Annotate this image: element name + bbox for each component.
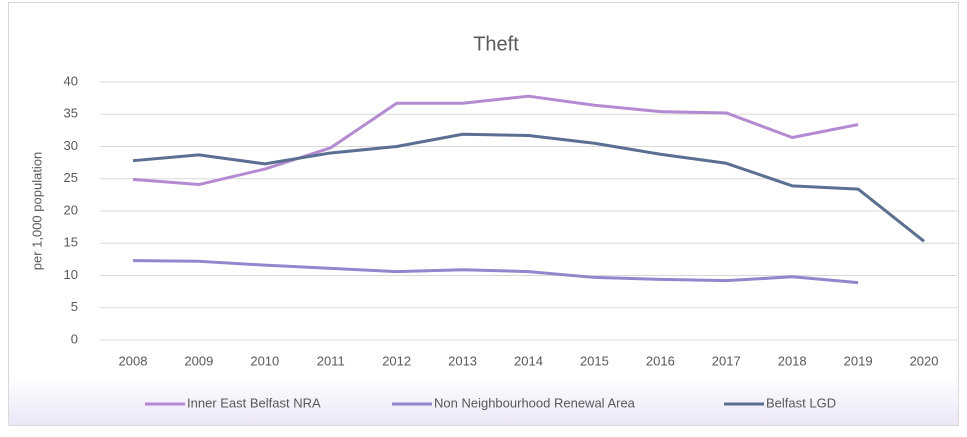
y-tick-label: 15	[64, 235, 78, 250]
x-tick-label: 2020	[910, 353, 939, 368]
y-tick-label: 30	[64, 138, 78, 153]
x-tick-label: 2019	[844, 353, 873, 368]
y-tick-label: 40	[64, 73, 78, 88]
y-tick-label: 35	[64, 106, 78, 121]
x-tick-label: 2016	[646, 353, 675, 368]
y-tick-label: 25	[64, 170, 78, 185]
legend-label: Non Neighbourhood Renewal Area	[434, 395, 636, 410]
x-tick-label: 2015	[580, 353, 609, 368]
chart-title: Theft	[473, 33, 519, 55]
y-axis-label: per 1,000 population	[29, 152, 44, 271]
x-tick-label: 2014	[514, 353, 543, 368]
x-tick-label: 2018	[778, 353, 807, 368]
series-line	[132, 94, 859, 187]
legend-label: Inner East Belfast NRA	[187, 395, 321, 410]
x-tick-label: 2017	[712, 353, 741, 368]
legend-label: Belfast LGD	[766, 395, 836, 410]
x-tick-label: 2010	[250, 353, 279, 368]
series-line	[132, 259, 859, 285]
y-tick-label: 10	[64, 267, 78, 282]
x-tick-label: 2009	[184, 353, 213, 368]
x-tick-label: 2013	[448, 353, 477, 368]
y-tick-label: 5	[71, 299, 78, 314]
x-tick-label: 2012	[382, 353, 411, 368]
series-line	[132, 132, 925, 243]
chart-frame	[8, 2, 959, 426]
y-tick-label: 20	[64, 202, 78, 217]
y-tick-label: 0	[71, 331, 78, 346]
x-tick-label: 2011	[317, 353, 345, 368]
x-tick-label: 2008	[119, 353, 148, 368]
